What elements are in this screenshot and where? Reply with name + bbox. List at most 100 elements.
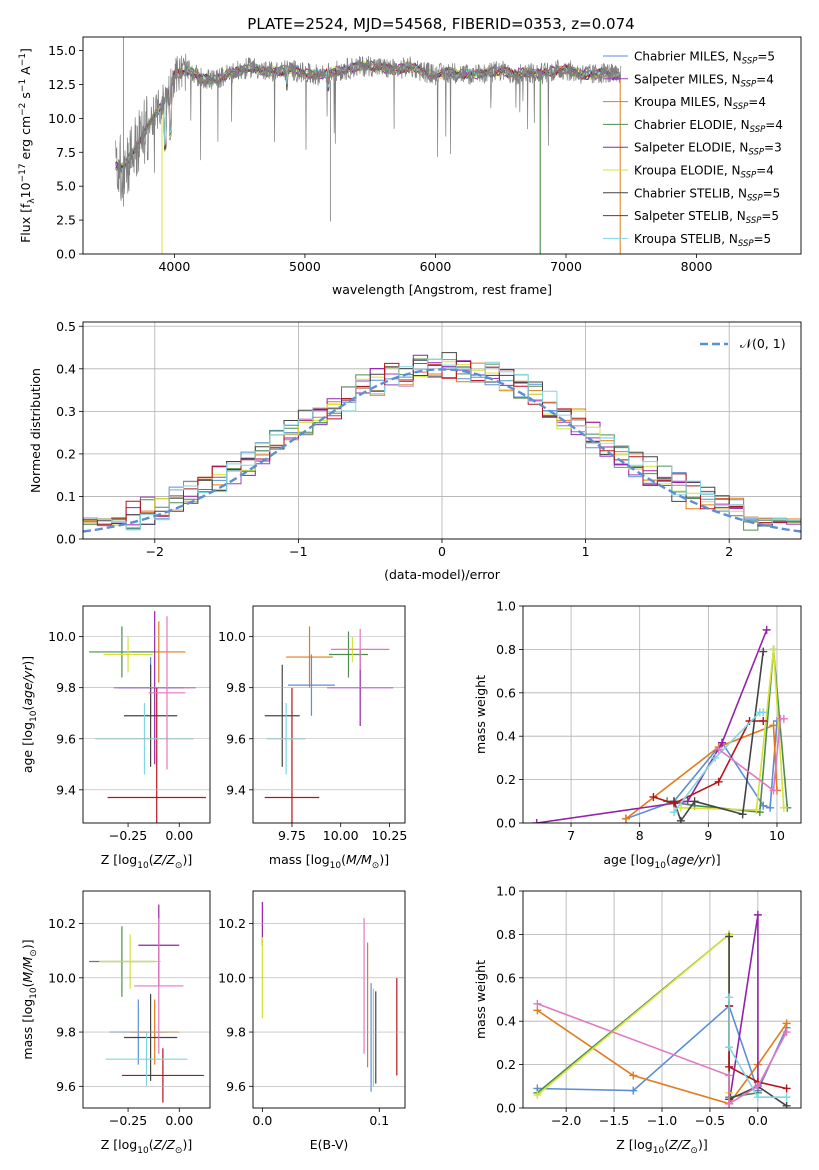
x-tick-label: −1 (289, 544, 307, 559)
weight-marker (714, 745, 723, 754)
plot-area (115, 37, 622, 254)
weight-marker (753, 1093, 762, 1102)
mass-vs-ebv-panel: 0.0 0.1 9.6 9.8 10.0 10.2 E(B-V) (218, 890, 406, 1152)
weight-marker (532, 819, 541, 823)
weight-line (680, 649, 785, 811)
y-tick-label: 0.0 (496, 816, 516, 831)
y-tick-label: 10.0 (48, 111, 76, 126)
weight-marker (762, 625, 771, 634)
y-tick-label: 0.6 (496, 685, 516, 700)
weight-marker (782, 1084, 791, 1093)
axes-frame (252, 605, 406, 824)
x-tick-label: 6000 (420, 259, 452, 274)
y-tick-label: 10.2 (48, 916, 76, 931)
legend-entry: Kroupa ELODIE, NSSP=4 (634, 164, 774, 181)
weight-marker (725, 1099, 734, 1108)
weight-marker (752, 805, 761, 814)
y-tick-label: 0.0 (496, 1101, 516, 1116)
weight-marker (753, 910, 762, 919)
plot-area (83, 322, 801, 539)
x-axis-label: wavelength [Angstrom, rest frame] (332, 282, 552, 297)
plot-area (523, 891, 801, 1108)
x-tick-label: 10.25 (372, 828, 408, 843)
weight-line (625, 720, 778, 820)
y-axis-label: mass weight (473, 960, 488, 1039)
weight-marker (738, 810, 747, 819)
y-tick-label: 9.6 (226, 731, 246, 746)
x-tick-label: 0.00 (165, 828, 193, 843)
y-tick-label: 5.0 (56, 179, 76, 194)
plot-area (253, 901, 405, 1092)
axes-frame (82, 36, 802, 255)
weight-marker (711, 753, 720, 762)
y-tick-label: 9.6 (56, 1079, 76, 1094)
x-tick-label: 10.00 (323, 828, 359, 843)
weight-marker (670, 799, 679, 808)
x-tick-label: 9 (704, 828, 712, 843)
legend-entry: Chabrier MILES, NSSP=5 (634, 50, 775, 67)
y-tick-label: 0.2 (496, 1057, 516, 1072)
model-line (115, 61, 621, 173)
model-line (115, 61, 621, 174)
x-tick-label: 5000 (289, 259, 321, 274)
weight-marker (725, 1062, 734, 1071)
legend-entry: Salpeter MILES, NSSP=4 (634, 72, 774, 89)
histogram-series (83, 358, 801, 531)
x-tick-label: 0.0 (748, 1113, 768, 1128)
figure-title: PLATE=2524, MJD=54568, FIBERID=0353, z=0… (247, 15, 634, 33)
y-tick-label: 0.4 (56, 361, 76, 376)
x-tick-label: 0.00 (165, 1113, 193, 1128)
y-tick-label: 1.0 (496, 884, 516, 899)
x-tick-label: −2 (146, 544, 164, 559)
y-axis-label: age [log10(age/yr)] (20, 656, 39, 773)
x-tick-label: 10 (769, 828, 785, 843)
model-line (115, 60, 621, 175)
x-tick-label: −1.0 (647, 1113, 677, 1128)
y-tick-label: 10.0 (48, 970, 76, 985)
legend-entry: 𝒩(0, 1) (740, 336, 786, 351)
y-tick-label: 10.0 (218, 970, 246, 985)
y-tick-label: 9.6 (226, 1079, 246, 1094)
weight-marker (725, 1071, 734, 1080)
x-tick-label: −1.5 (599, 1113, 629, 1128)
weight-marker (769, 786, 778, 795)
plot-area (253, 626, 405, 823)
weight-marker (769, 645, 778, 654)
x-tick-label: −2.0 (551, 1113, 581, 1128)
plot-area (83, 611, 210, 823)
model-line (115, 61, 621, 171)
weight-marker (779, 803, 788, 812)
model-line (115, 60, 621, 168)
axes-frame (252, 890, 406, 1109)
x-axis-label: Z [log10(Z/Z⊙)] (101, 1137, 192, 1156)
weight-marker (725, 932, 734, 941)
plot-area (523, 606, 801, 823)
weight-marker (782, 1028, 791, 1037)
legend-entry: Kroupa STELIB, NSSP=5 (634, 232, 771, 249)
y-tick-label: 0.1 (56, 489, 76, 504)
y-tick-label: 0.2 (56, 446, 76, 461)
weight-marker (670, 808, 679, 817)
plot-area (83, 904, 210, 1103)
x-axis-label: Z [log10(Z/Z⊙)] (616, 1137, 707, 1156)
weight-marker (533, 999, 542, 1008)
y-tick-label: 10.2 (218, 916, 246, 931)
x-axis-label: E(B-V) (310, 1137, 349, 1152)
age-vs-mass-panel: 9.75 10.00 10.25 9.4 9.6 9.8 10.0 mass [log10(M… (218, 605, 408, 871)
x-tick-label: 4000 (158, 259, 190, 274)
x-tick-label: 0.1 (369, 1113, 389, 1128)
y-tick-label: 0.4 (496, 1014, 516, 1029)
weight-marker (676, 816, 685, 823)
weight-marker (629, 1086, 638, 1095)
weight-marker (782, 1101, 791, 1108)
y-tick-label: 9.8 (56, 1025, 76, 1040)
weight-marker (649, 792, 658, 801)
weight-marker (759, 647, 768, 656)
y-tick-label: 9.4 (56, 782, 76, 797)
y-tick-label: 9.8 (56, 680, 76, 695)
x-tick-label: 8 (636, 828, 644, 843)
y-tick-label: 2.5 (56, 213, 76, 228)
x-tick-label: −0.25 (109, 828, 147, 843)
model-line (115, 61, 621, 172)
